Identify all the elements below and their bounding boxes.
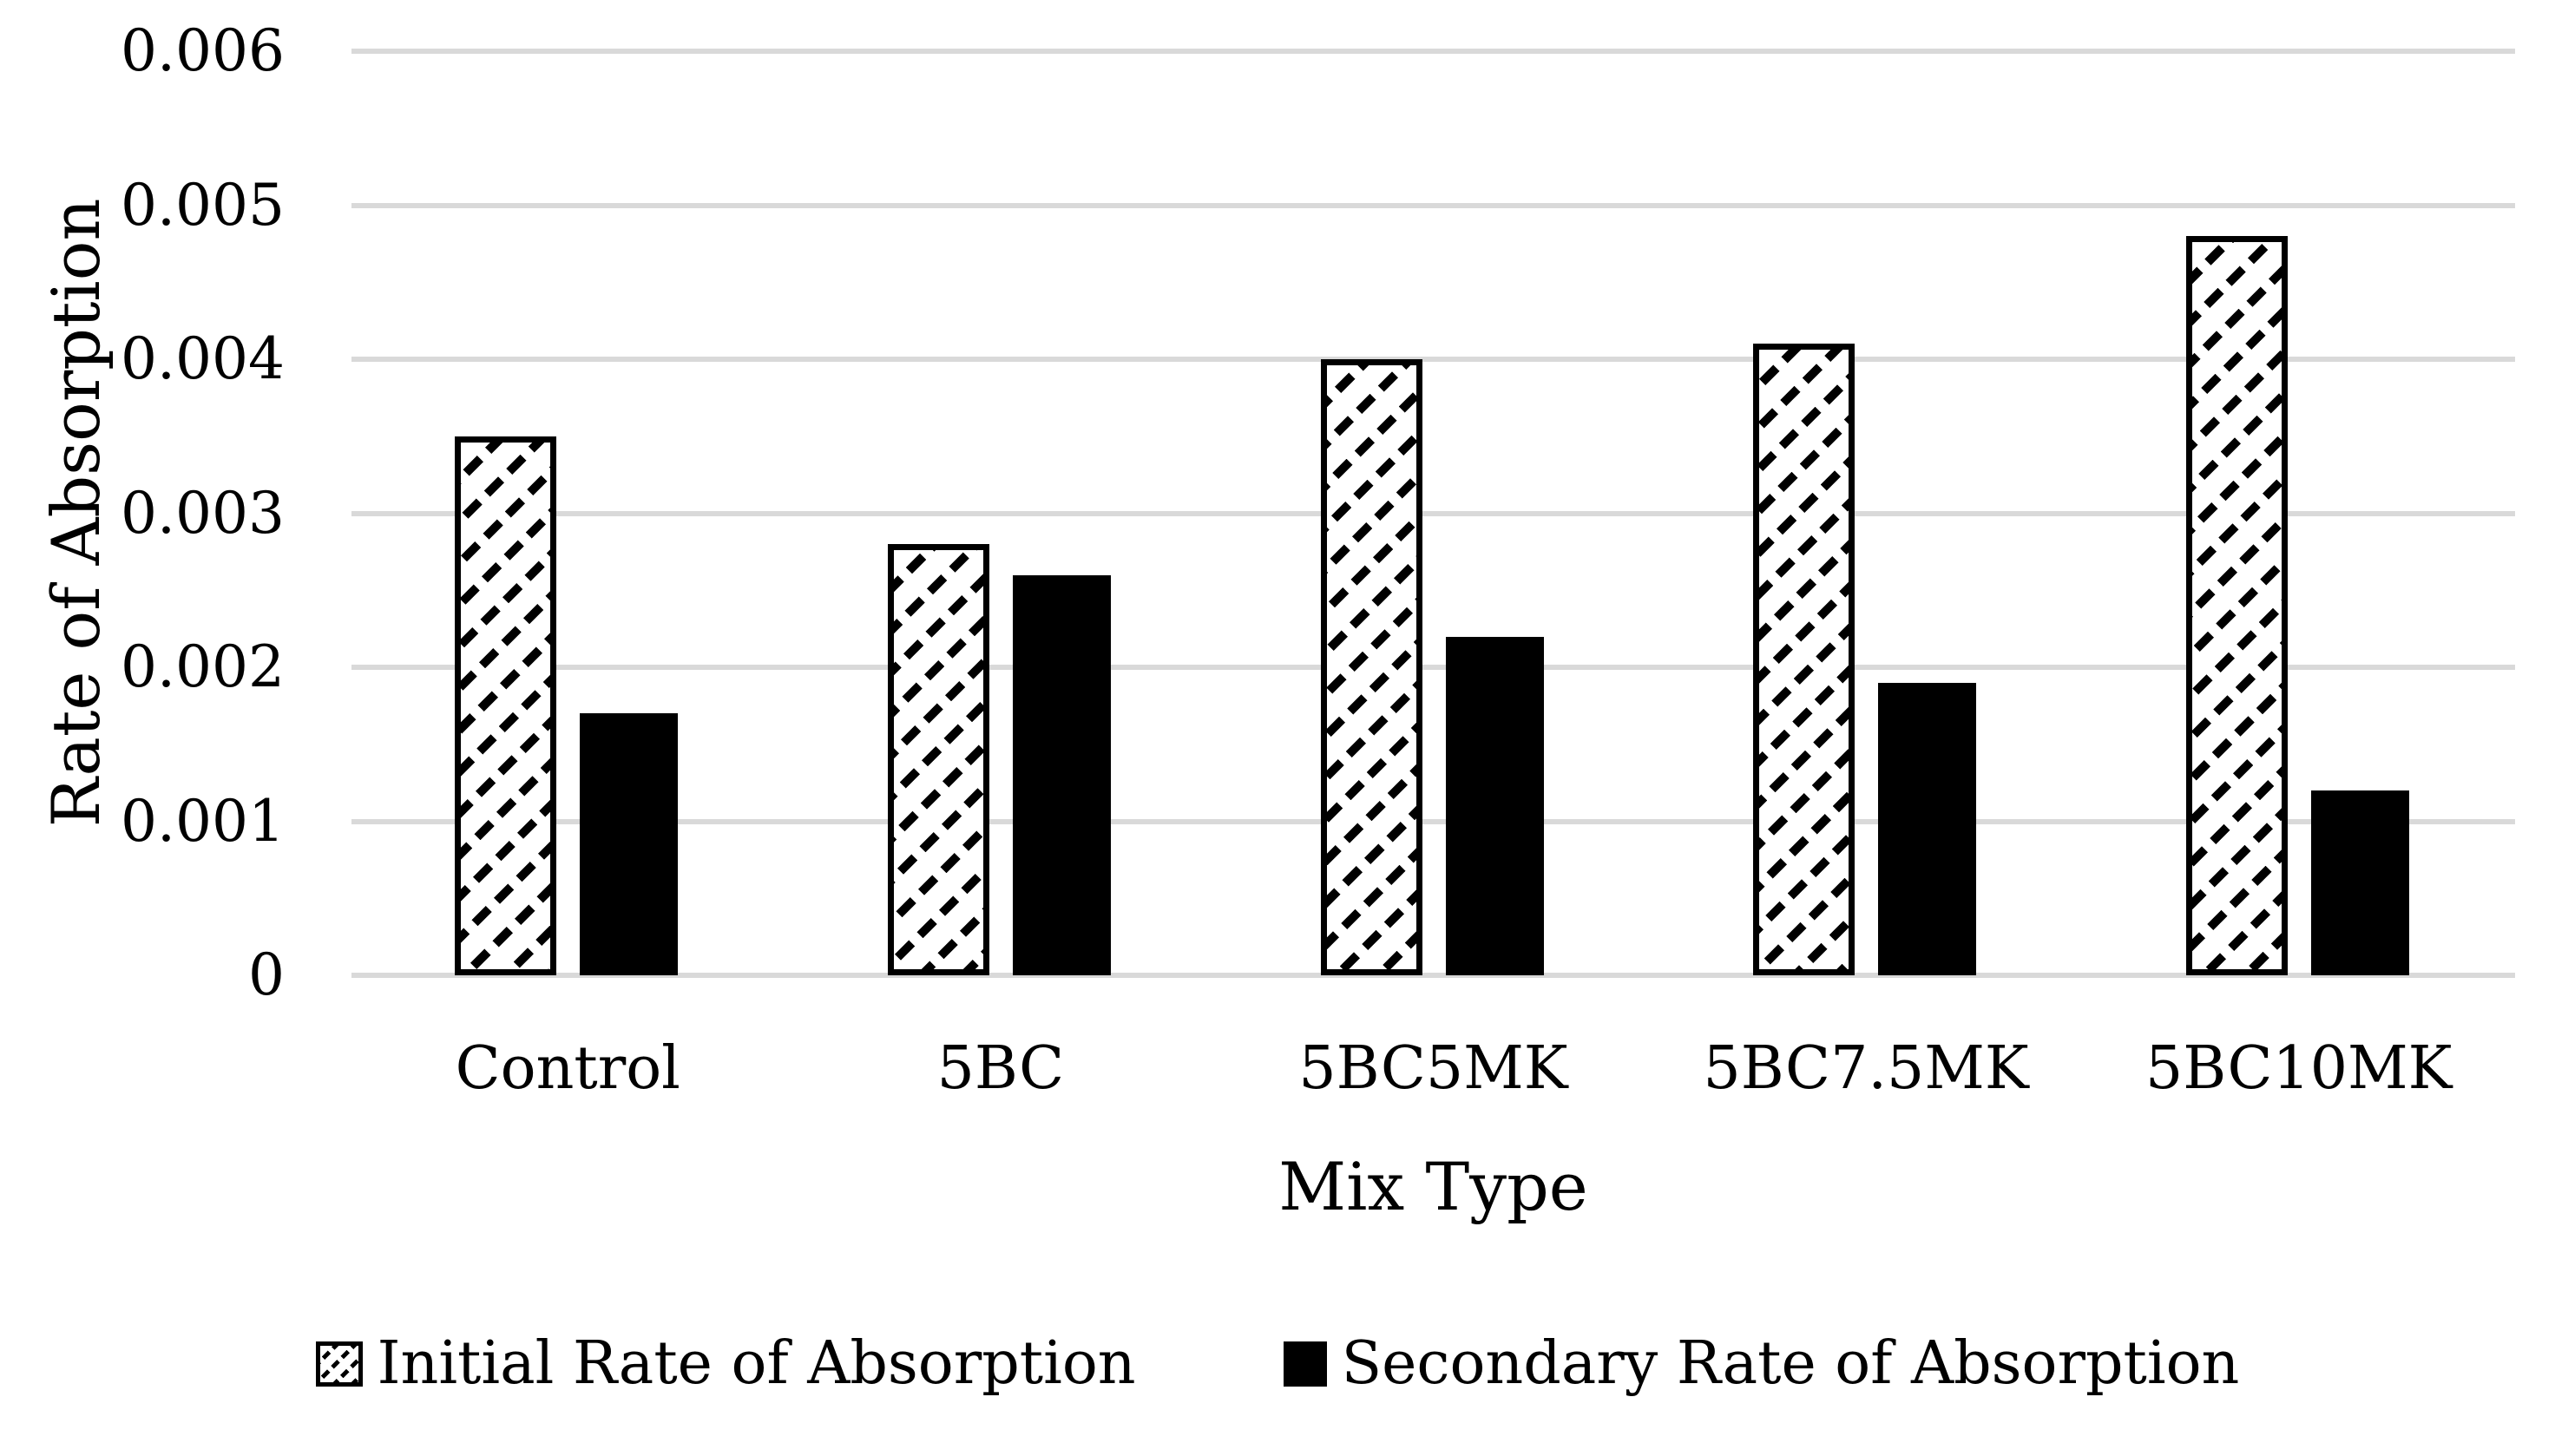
- legend-label-initial: Initial Rate of Absorption: [377, 1329, 1136, 1398]
- legend-label-secondary: Secondary Rate of Absorption: [1341, 1329, 2240, 1398]
- bar-initial-5bc5mk: [1320, 359, 1422, 975]
- hatched-swatch-icon: [315, 1341, 363, 1387]
- gridline: [351, 818, 2515, 824]
- y-tick-label: 0.004: [121, 325, 285, 392]
- gridline: [351, 510, 2515, 516]
- y-tick-label: 0.006: [121, 17, 285, 84]
- y-tick-label: 0: [248, 941, 285, 1008]
- bar-initial-5bc10mk: [2185, 236, 2288, 975]
- solid-swatch-icon: [1283, 1341, 1327, 1387]
- x-tick-label: Control: [455, 1034, 680, 1103]
- bar-initial-5bc: [887, 544, 989, 975]
- legend-item-initial: Initial Rate of Absorption: [315, 1329, 1136, 1398]
- y-tick-label: 0.003: [121, 479, 285, 547]
- bar-secondary-control: [580, 713, 679, 975]
- legend-item-secondary: Secondary Rate of Absorption: [1283, 1329, 2240, 1398]
- gridline: [351, 202, 2515, 208]
- x-axis-title: Mix Type: [1278, 1148, 1588, 1225]
- gridline: [351, 973, 2515, 978]
- bar-initial-control: [455, 436, 557, 975]
- y-tick-label: 0.005: [121, 171, 285, 239]
- bar-secondary-5bc10mk: [2310, 790, 2409, 975]
- y-tick-label: 0.002: [121, 633, 285, 700]
- bar-initial-5bc7-5mk: [1753, 344, 1855, 975]
- gridline: [351, 357, 2515, 362]
- y-axis-title: Rate of Absorption: [37, 198, 115, 828]
- gridline: [351, 49, 2515, 54]
- x-tick-label: 5BC7.5MK: [1703, 1034, 2029, 1103]
- gridline: [351, 665, 2515, 670]
- bar-secondary-5bc7-5mk: [1878, 682, 1977, 975]
- bar-secondary-5bc: [1012, 574, 1111, 975]
- x-tick-label: 5BC10MK: [2144, 1034, 2453, 1103]
- plot-area: [351, 49, 2515, 978]
- chart-legend: Initial Rate of Absorption Secondary Rat…: [0, 1335, 2555, 1394]
- x-tick-label: 5BC: [936, 1034, 1065, 1103]
- x-tick-label: 5BC5MK: [1298, 1034, 1568, 1103]
- y-tick-label: 0.001: [121, 787, 285, 855]
- bar-secondary-5bc5mk: [1445, 636, 1544, 975]
